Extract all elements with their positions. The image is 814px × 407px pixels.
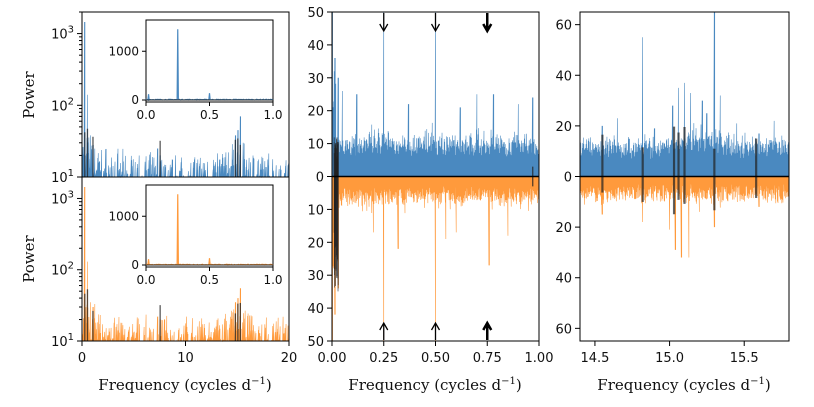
ytick-label: 10	[307, 203, 324, 218]
xtick-label: 0	[78, 351, 86, 366]
ytick-label: 60	[555, 322, 572, 337]
xtick-label: 14.5	[580, 351, 609, 366]
right-yticks: 60 40 20 0 20 40 60	[555, 19, 580, 337]
series-blue	[81, 22, 290, 179]
series-top-blue	[331, 11, 540, 177]
marker-arrowhead-bottom	[482, 320, 493, 331]
inset-frame	[145, 184, 274, 268]
ytick-label: 30	[307, 269, 324, 284]
xtick-label: 1.00	[525, 351, 554, 366]
ytick-label: 40	[307, 39, 324, 54]
ytick-label: 60	[555, 19, 572, 34]
series-bottom-orange	[331, 176, 540, 342]
ytick-label: 40	[307, 302, 324, 317]
right-xlabel: Frequency (cycles d−1)	[597, 376, 770, 394]
inset-frame	[145, 19, 274, 103]
left-bottom-ylabel: Power	[20, 234, 38, 282]
ytick-label: 40	[555, 69, 572, 84]
panel-middle: 50 40 30 20 10 0 10 20 30 40 50 0.00 0.25 0.50 0.75 1.…	[307, 6, 553, 394]
left-top-yticks: 101 102 103	[51, 11, 82, 186]
xtick-label: 0.25	[369, 351, 398, 366]
right-plot-area	[579, 11, 790, 258]
ytick-label: 10	[307, 138, 324, 153]
left-bottom-yticks: 101 102 103	[51, 176, 82, 350]
panel-right: 60 40 20 0 20 40 60 14.5 15.0 15.5 Frequency (cy…	[555, 11, 790, 394]
ytick-label: 103	[51, 25, 74, 43]
ytick-label: 30	[307, 72, 324, 87]
xtick-label: 0.50	[421, 351, 450, 366]
inset-xtick-label: 0.0	[136, 108, 155, 122]
inset-ytick-label: 1000	[108, 209, 139, 223]
ytick-label: 40	[555, 272, 572, 287]
xtick-label: 0.75	[473, 351, 502, 366]
left-top-ylabel: Power	[20, 70, 38, 118]
left-top-plot-area	[81, 22, 290, 179]
ytick-label: 101	[51, 168, 74, 186]
left-bottom-inset: 0.0 0.5 1.0 0 1000	[108, 184, 283, 287]
ytick-label: 101	[51, 332, 74, 350]
ytick-label: 103	[51, 189, 74, 207]
xtick-label: 0.00	[318, 351, 347, 366]
right-xticks: 14.5 15.0 15.5	[580, 341, 759, 366]
ytick-label: 0	[316, 171, 324, 186]
marker-arrowhead-bottom	[379, 321, 389, 331]
panel-left-top: 0.0 0.5 1.0 0 1000 Power 101 102 103	[20, 11, 290, 186]
ytick-label: 0	[564, 171, 572, 186]
marker-arrowhead-top	[379, 23, 389, 33]
marker-arrowhead-top	[430, 23, 441, 33]
left-top-inset: 0.0 0.5 1.0 0 1000	[108, 19, 283, 122]
ytick-label: 20	[555, 120, 572, 135]
ytick-label: 50	[307, 335, 324, 350]
inset-xtick-label: 0.5	[200, 273, 219, 287]
panel-left-bottom: 0.0 0.5 1.0 0 1000 Power 101 102 103 0 10 20 Fre…	[20, 176, 297, 394]
middle-xticks: 0.00 0.25 0.50 0.75 1.00	[318, 341, 554, 366]
inset-xtick-label: 1.0	[263, 273, 282, 287]
ytick-label: 20	[555, 221, 572, 236]
middle-xlabel: Frequency (cycles d−1)	[348, 376, 521, 394]
inset-ytick-label: 0	[131, 258, 139, 272]
inset-xtick-label: 1.0	[263, 108, 282, 122]
marker-arrowhead-bottom	[430, 321, 441, 331]
inset-xtick-label: 0.5	[200, 108, 219, 122]
xtick-label: 10	[177, 351, 194, 366]
xtick-label: 20	[281, 351, 298, 366]
xtick-label: 15.5	[730, 351, 759, 366]
inset-ytick-label: 0	[131, 93, 139, 107]
ytick-label: 102	[51, 261, 74, 279]
ytick-label: 102	[51, 96, 74, 114]
left-xlabel: Frequency (cycles d−1)	[98, 376, 271, 394]
ytick-label: 50	[307, 6, 324, 21]
middle-plot-area	[331, 11, 540, 342]
middle-yticks: 50 40 30 20 10 0 10 20 30 40 50	[307, 6, 332, 350]
ytick-label: 20	[307, 236, 324, 251]
marker-arrowhead-top	[482, 23, 493, 34]
inset-xtick-label: 0.0	[136, 273, 155, 287]
ytick-label: 20	[307, 105, 324, 120]
left-bottom-xticks: 0 10 20	[78, 341, 297, 366]
inset-ytick-label: 1000	[108, 44, 139, 58]
xtick-label: 15.0	[655, 351, 684, 366]
